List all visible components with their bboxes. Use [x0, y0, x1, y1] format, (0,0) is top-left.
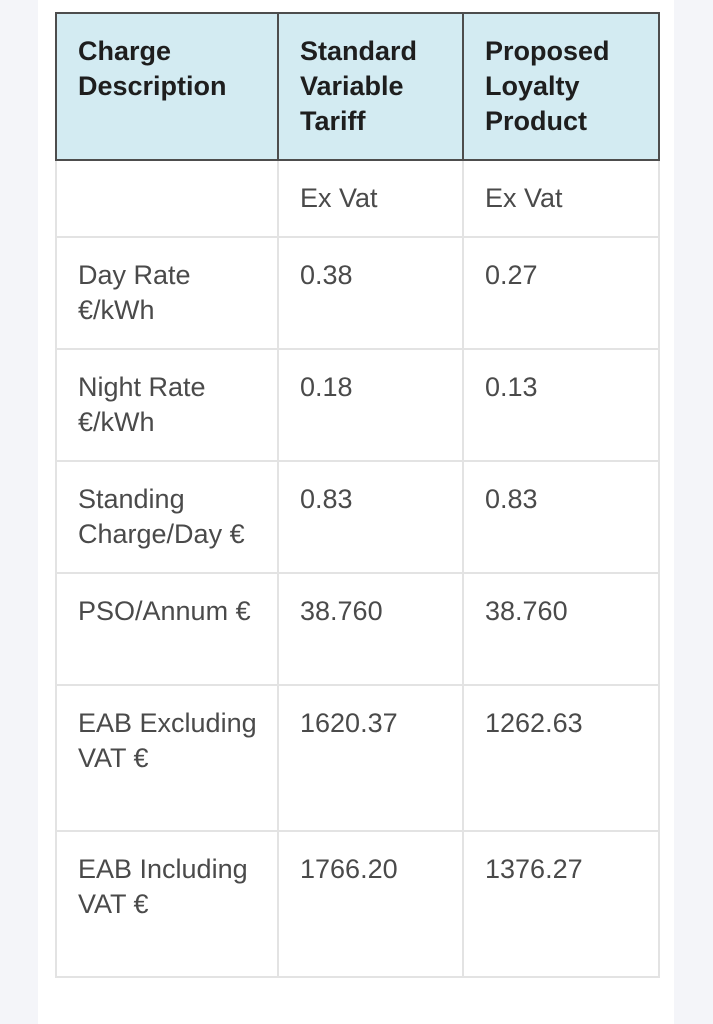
- table-row: Day Rate €/kWh 0.38 0.27: [55, 236, 660, 350]
- table-header-row: Charge Description Standard Variable Tar…: [55, 12, 660, 161]
- header-charge-description: Charge Description: [55, 12, 279, 161]
- cell-standard: Ex Vat: [277, 159, 464, 238]
- cell-standard: 38.760: [277, 572, 464, 686]
- cell-standard: 0.38: [277, 236, 464, 350]
- cell-description: Standing Charge/Day €: [55, 460, 279, 574]
- cell-proposed: 0.83: [462, 460, 660, 574]
- cell-proposed: 1376.27: [462, 830, 660, 978]
- table-row: Night Rate €/kWh 0.18 0.13: [55, 348, 660, 462]
- cell-standard: 1620.37: [277, 684, 464, 832]
- cell-description: Day Rate €/kWh: [55, 236, 279, 350]
- cell-description: PSO/Annum €: [55, 572, 279, 686]
- table-row: PSO/Annum € 38.760 38.760: [55, 572, 660, 686]
- cell-standard: 0.18: [277, 348, 464, 462]
- cell-description: [55, 159, 279, 238]
- cell-proposed: 0.13: [462, 348, 660, 462]
- cell-proposed: Ex Vat: [462, 159, 660, 238]
- header-standard-variable-tariff: Standard Variable Tariff: [277, 12, 464, 161]
- cell-description: Night Rate €/kWh: [55, 348, 279, 462]
- cell-proposed: 38.760: [462, 572, 660, 686]
- cell-description: EAB Excluding VAT €: [55, 684, 279, 832]
- table-row: Ex Vat Ex Vat: [55, 159, 660, 238]
- cell-standard: 0.83: [277, 460, 464, 574]
- table-row: EAB Excluding VAT € 1620.37 1262.63: [55, 684, 660, 832]
- cell-proposed: 1262.63: [462, 684, 660, 832]
- table-row: EAB Including VAT € 1766.20 1376.27: [55, 830, 660, 978]
- tariff-comparison-table: Charge Description Standard Variable Tar…: [55, 12, 660, 978]
- header-proposed-loyalty-product: Proposed Loyalty Product: [462, 12, 660, 161]
- cell-standard: 1766.20: [277, 830, 464, 978]
- table-row: Standing Charge/Day € 0.83 0.83: [55, 460, 660, 574]
- cell-proposed: 0.27: [462, 236, 660, 350]
- cell-description: EAB Including VAT €: [55, 830, 279, 978]
